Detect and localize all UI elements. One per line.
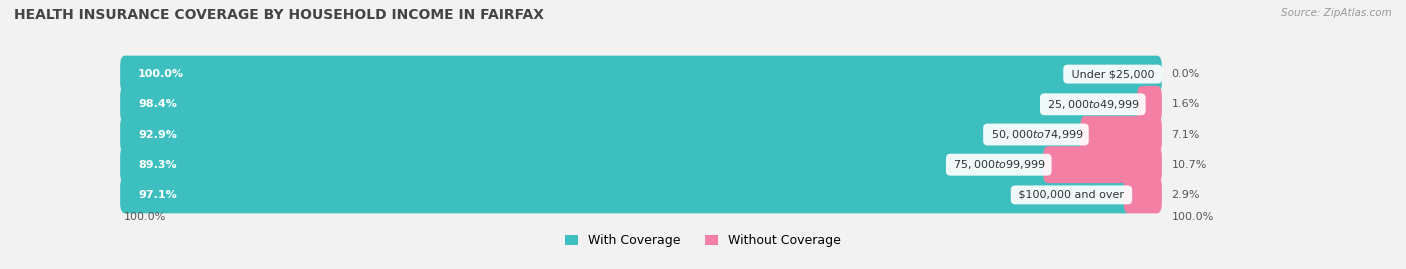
FancyBboxPatch shape <box>120 146 1161 183</box>
Text: HEALTH INSURANCE COVERAGE BY HOUSEHOLD INCOME IN FAIRFAX: HEALTH INSURANCE COVERAGE BY HOUSEHOLD I… <box>14 8 544 22</box>
Text: $100,000 and over: $100,000 and over <box>1015 190 1128 200</box>
FancyBboxPatch shape <box>120 86 1146 123</box>
Text: 7.1%: 7.1% <box>1171 129 1199 140</box>
Text: 1.6%: 1.6% <box>1171 99 1199 109</box>
FancyBboxPatch shape <box>120 56 1161 93</box>
FancyBboxPatch shape <box>1080 116 1161 153</box>
Text: Source: ZipAtlas.com: Source: ZipAtlas.com <box>1281 8 1392 18</box>
FancyBboxPatch shape <box>120 176 1132 213</box>
FancyBboxPatch shape <box>120 86 1161 123</box>
Text: 0.0%: 0.0% <box>1171 69 1199 79</box>
Text: 92.9%: 92.9% <box>138 129 177 140</box>
FancyBboxPatch shape <box>120 116 1088 153</box>
Legend: With Coverage, Without Coverage: With Coverage, Without Coverage <box>561 229 845 252</box>
Text: $25,000 to $49,999: $25,000 to $49,999 <box>1045 98 1142 111</box>
Text: 100.0%: 100.0% <box>138 69 184 79</box>
FancyBboxPatch shape <box>1043 146 1161 183</box>
FancyBboxPatch shape <box>1123 176 1161 213</box>
Text: 100.0%: 100.0% <box>1171 212 1213 222</box>
FancyBboxPatch shape <box>120 116 1161 153</box>
Text: $50,000 to $74,999: $50,000 to $74,999 <box>987 128 1084 141</box>
Text: 10.7%: 10.7% <box>1171 160 1206 170</box>
FancyBboxPatch shape <box>1137 86 1161 123</box>
FancyBboxPatch shape <box>120 56 1161 93</box>
Text: 100.0%: 100.0% <box>124 212 166 222</box>
Text: 2.9%: 2.9% <box>1171 190 1199 200</box>
Text: $75,000 to $99,999: $75,000 to $99,999 <box>950 158 1047 171</box>
Text: 98.4%: 98.4% <box>138 99 177 109</box>
FancyBboxPatch shape <box>120 146 1052 183</box>
Text: 89.3%: 89.3% <box>138 160 177 170</box>
Text: Under $25,000: Under $25,000 <box>1067 69 1157 79</box>
Text: 97.1%: 97.1% <box>138 190 177 200</box>
FancyBboxPatch shape <box>120 176 1161 213</box>
